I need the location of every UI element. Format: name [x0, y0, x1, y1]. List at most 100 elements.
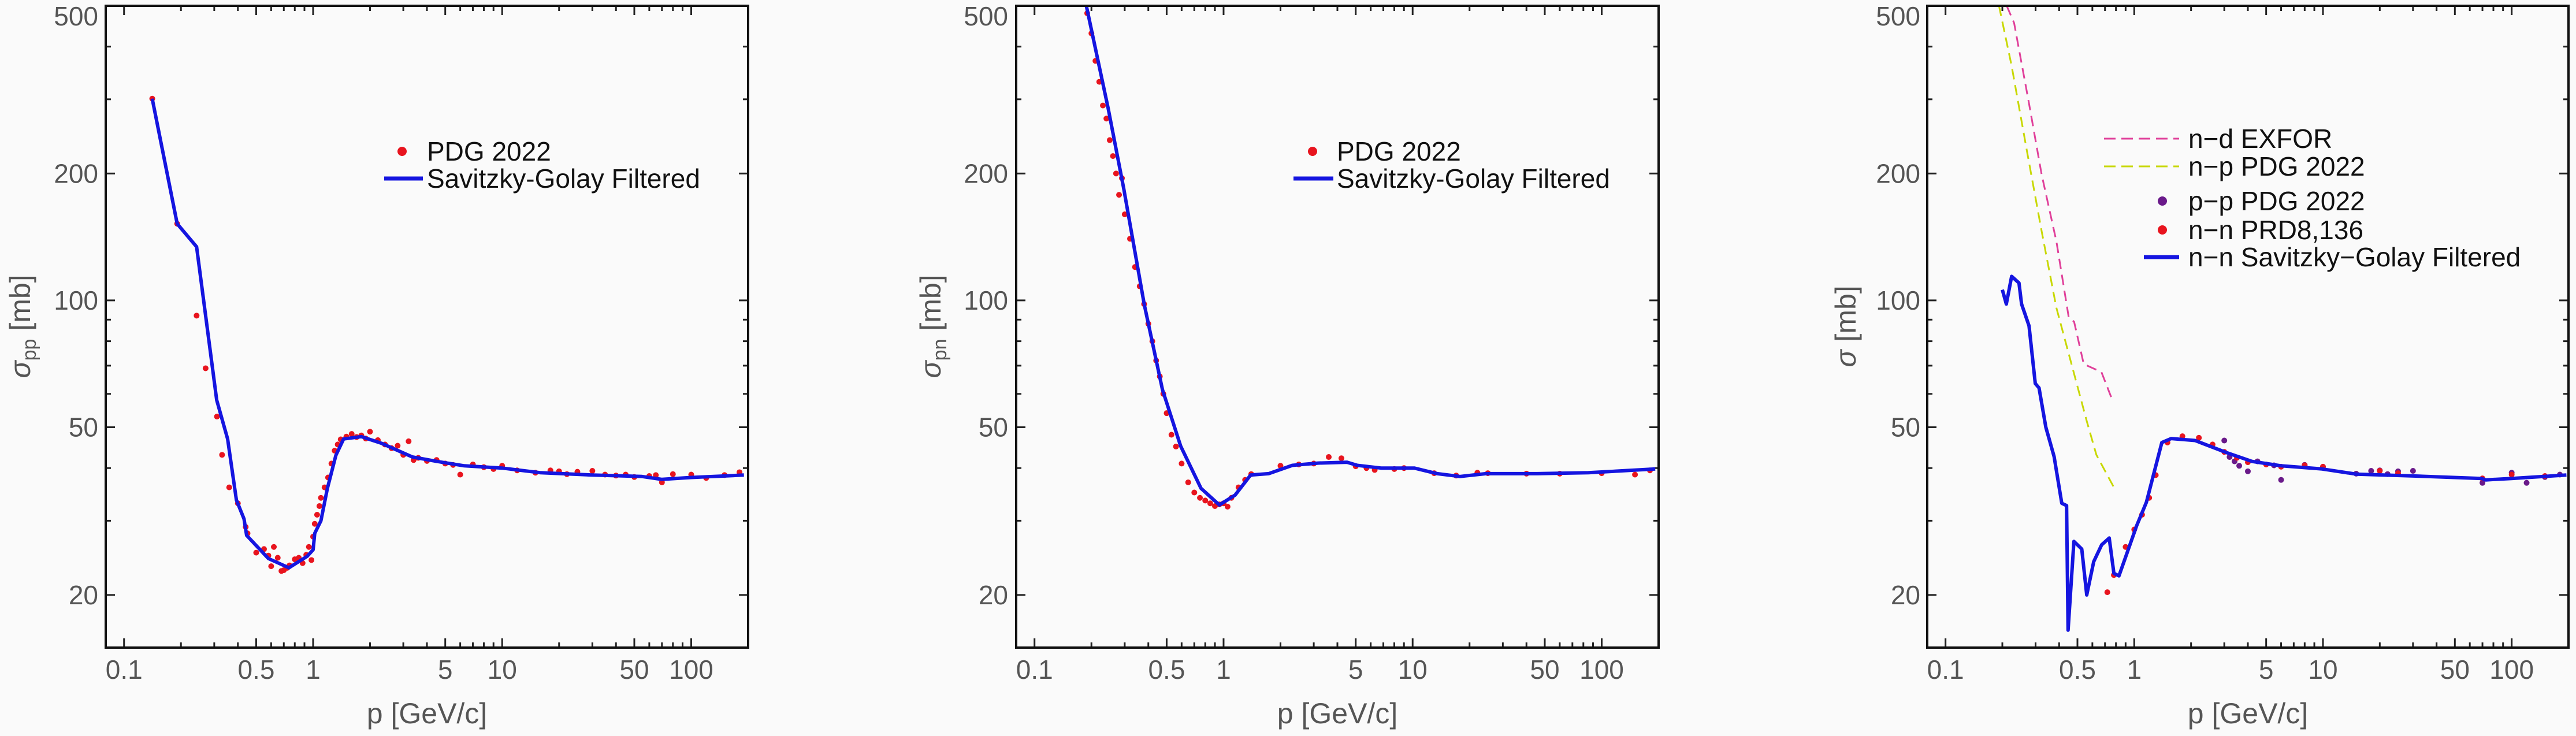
series-line	[150, 98, 744, 570]
data-point	[406, 438, 412, 444]
plot-frame	[105, 5, 749, 649]
data-point	[274, 555, 281, 561]
y-tick-label: 20	[1891, 580, 1920, 610]
y-tick-label: 500	[1876, 1, 1920, 31]
x-tick-label: 100	[2489, 655, 2534, 685]
data-point	[2104, 589, 2110, 596]
y-axis-unit: [mb]	[4, 274, 36, 339]
panel-1: 0.1 0.5 1 5 10 50 100 20 50 100 200 500 p [GeV/c] σpp…	[4, 1, 749, 730]
plot-frame	[1015, 5, 1660, 649]
legend-label: n−p PDG 2022	[2188, 151, 2365, 181]
data-point	[2508, 471, 2515, 478]
y-tick-label: 200	[964, 158, 1008, 188]
y-axis-symbol: σ	[4, 360, 36, 378]
data-point	[1224, 504, 1231, 510]
x-tick-label: 1	[1216, 655, 1231, 685]
y-tick-label: 20	[979, 580, 1008, 610]
data-point	[226, 484, 232, 490]
legend-label: n−d EXFOR	[2188, 124, 2332, 154]
legend-item: Savitzky-Golay Filtered	[384, 163, 700, 194]
legend-item: Savitzky-Golay Filtered	[1293, 163, 1610, 194]
x-tick-label: 0.1	[1016, 655, 1053, 685]
data-point	[314, 511, 320, 518]
data-point	[1121, 211, 1128, 218]
data-point	[194, 313, 200, 319]
series-filtered-line	[150, 98, 744, 570]
data-point	[395, 443, 401, 449]
data-point	[1197, 495, 1203, 501]
legend-item: n−n PRD8,136	[2158, 215, 2363, 245]
data-point	[2245, 468, 2251, 474]
data-point	[2196, 434, 2202, 441]
legend-dot-icon	[1308, 147, 1317, 156]
data-point	[253, 549, 259, 556]
series-dash	[1998, 6, 2115, 488]
data-point	[1173, 443, 1179, 449]
y-axis-symbol: σ	[1830, 349, 1862, 367]
plot-area	[149, 95, 744, 574]
x-tick-label: 1	[306, 655, 321, 685]
data-point	[1110, 153, 1116, 159]
x-tick-label: 5	[438, 655, 453, 685]
data-point	[306, 544, 312, 550]
data-point	[268, 563, 274, 570]
x-tick-label: 10	[488, 655, 517, 685]
data-point	[2480, 479, 2486, 486]
y-tick-label: 100	[964, 285, 1008, 315]
data-point	[1326, 454, 1332, 460]
data-point	[1191, 489, 1198, 496]
legend-label: PDG 2022	[427, 136, 551, 166]
x-tick-label: 50	[2440, 655, 2470, 685]
data-point	[2236, 463, 2243, 469]
y-axis-unit: [mb]	[1830, 285, 1862, 350]
series-filtered-line	[1084, 6, 1656, 507]
x-axis-label: p [GeV/c]	[367, 697, 487, 730]
data-point	[2278, 477, 2284, 483]
legend-label: Savitzky-Golay Filtered	[1337, 163, 1610, 194]
y-axis-label: σ [mb]	[1830, 285, 1862, 367]
data-point	[670, 471, 676, 477]
y-tick-label: 50	[979, 412, 1008, 443]
legend-dot-icon	[397, 147, 407, 156]
y-axis-subscript: pn	[929, 339, 951, 361]
legend-dot-icon	[2158, 196, 2167, 206]
legend-dot-icon	[2158, 225, 2167, 235]
x-tick-label: 5	[2259, 655, 2274, 685]
data-point	[1632, 471, 1638, 478]
data-point	[318, 495, 324, 501]
legend-item: n−p PDG 2022	[2104, 151, 2365, 181]
data-point	[316, 503, 322, 510]
data-point	[457, 471, 463, 478]
data-point	[1185, 479, 1191, 485]
data-point	[653, 472, 659, 478]
x-tick-label: 0.5	[1148, 655, 1185, 685]
y-axis-label: σpn [mb]	[915, 274, 951, 378]
data-point	[311, 521, 318, 527]
data-point	[202, 365, 209, 371]
data-point	[348, 431, 355, 437]
x-axis-label: p [GeV/c]	[2188, 697, 2308, 730]
series-scatter	[1084, 10, 1653, 510]
x-tick-label: 1	[2127, 655, 2142, 685]
series-scatter	[2104, 433, 2548, 596]
legend-label: n−n Savitzky−Golay Filtered	[2188, 242, 2521, 272]
legend-item: n−n Savitzky−Golay Filtered	[2144, 242, 2521, 272]
data-point	[1106, 137, 1113, 143]
plot-area	[1998, 6, 2567, 632]
x-tick-label: 0.1	[106, 655, 143, 685]
series-dash	[2006, 6, 2113, 399]
legend-item: PDG 2022	[1308, 136, 1461, 166]
y-tick-label: 100	[54, 285, 98, 315]
y-tick-label: 200	[1876, 158, 1920, 188]
y-tick-label: 500	[964, 1, 1008, 31]
data-point	[2410, 468, 2416, 474]
data-point	[1211, 503, 1218, 510]
data-point	[1207, 500, 1213, 507]
plot-frame	[1926, 5, 2570, 649]
data-point	[1116, 192, 1122, 198]
x-tick-label: 0.1	[1927, 655, 1964, 685]
series-line	[1998, 6, 2115, 488]
